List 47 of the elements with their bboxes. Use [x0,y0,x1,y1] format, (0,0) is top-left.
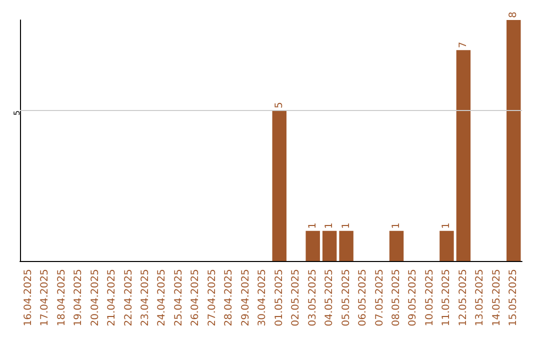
x-tick-label: 23.04.2025 [140,269,151,326]
x-tick-label: 06.05.2025 [358,269,369,326]
x-tick-label: 27.04.2025 [206,269,218,326]
x-tick-label: 28.04.2025 [224,269,235,326]
bar [456,50,471,261]
x-tick-label: 22.04.2025 [123,269,134,326]
bar [339,230,354,261]
x-tick-label: 01.05.2025 [274,269,285,326]
x-tick-label: 12.05.2025 [458,269,469,326]
x-tick-label: 17.04.2025 [40,269,51,326]
x-tick-label: 07.05.2025 [374,269,386,326]
x-tick-label: 26.04.2025 [190,269,202,326]
data-label: 7 [458,42,469,48]
data-label: 1 [441,222,452,229]
x-tick-label: 04.05.2025 [324,269,336,326]
ref-line-label: 5 [12,110,22,116]
x-tick-label: 14.05.2025 [491,269,502,326]
x-tick-label: 11.05.2025 [441,269,452,326]
x-tick-label: 20.04.2025 [90,269,101,326]
x-tick-label: 09.05.2025 [408,269,419,326]
x-tick-label: 13.05.2025 [474,269,486,326]
data-label: 5 [274,102,285,108]
x-tick-label: 16.04.2025 [22,269,34,326]
data-label: 1 [307,222,318,229]
data-label: 1 [340,222,352,229]
x-tick-label: 19.04.2025 [73,269,84,326]
x-tick-label: 08.05.2025 [391,269,402,326]
bar [389,230,404,261]
data-label: 1 [391,222,402,229]
x-tick-label: 02.05.2025 [290,269,302,326]
bar [322,230,337,261]
bar [440,230,454,261]
x-tick-label: 30.04.2025 [257,269,268,326]
x-tick-label: 21.04.2025 [106,269,118,326]
x-tick-label: 10.05.2025 [424,269,436,326]
x-tick-label: 05.05.2025 [340,269,352,326]
data-label: 8 [508,12,520,18]
x-tick-label: 25.04.2025 [173,269,184,326]
bar [506,20,521,261]
x-tick-label: 18.04.2025 [56,269,68,326]
bar [306,230,320,261]
x-tick-label: 03.05.2025 [307,269,318,326]
x-tick-label: 15.05.2025 [508,269,520,326]
x-tick-label: 29.04.2025 [240,269,252,326]
x-tick-label: 24.04.2025 [156,269,168,326]
data-label: 1 [324,222,336,229]
bar [272,110,286,261]
